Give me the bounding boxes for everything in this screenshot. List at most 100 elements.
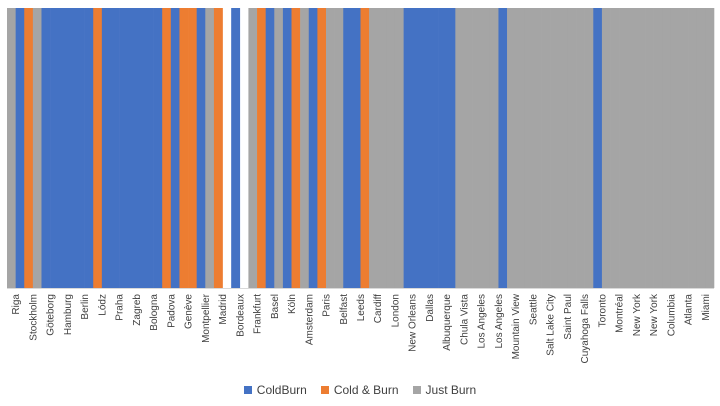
- x-tick-label: Zagreb: [132, 294, 143, 326]
- legend-label-cold-and-burn: Cold & Burn: [333, 383, 399, 397]
- x-tick-label: Madrid: [218, 294, 229, 325]
- bar-segment-just-burn-74: [645, 8, 654, 288]
- bar-segment-coldburn-51: [446, 8, 456, 288]
- bar-segment-coldburn-5: [50, 8, 60, 288]
- bar-segment-just-burn-77: [670, 8, 680, 288]
- bar-segment-just-burn-52: [455, 8, 465, 288]
- bar-segment-coldburn-49: [429, 8, 439, 288]
- bar-segment-cold-burn-24: [213, 8, 223, 288]
- bar-segment-coldburn-1: [15, 8, 25, 288]
- bar-segment-coldburn-22: [196, 8, 206, 288]
- bar-segment-just-burn-53: [463, 8, 473, 288]
- bar-segment-just-burn-64: [558, 8, 568, 288]
- x-tick-label: Lódz: [97, 294, 108, 316]
- bar-segment-just-burn-45: [394, 8, 404, 288]
- bar-segment-just-burn-79: [688, 8, 698, 288]
- bar-segment-coldburn-7: [67, 8, 77, 288]
- bar-segment-just-burn-71: [619, 8, 629, 288]
- bar-segment-coldburn-40: [351, 8, 361, 288]
- bar-segment-just-burn-66: [576, 8, 585, 288]
- legend-item-coldburn: ColdBurn: [243, 383, 307, 397]
- x-tick-label: Cardiff: [373, 294, 384, 323]
- x-tick-label: Cuyahoga Falls: [580, 294, 591, 363]
- x-tick-label: London: [390, 294, 401, 327]
- x-tick-label: Toronto: [597, 294, 608, 328]
- bar-segment-just-burn-44: [386, 8, 396, 288]
- bar-segment-coldburn-4: [41, 8, 51, 288]
- bar-segment-coldburn-8: [75, 8, 85, 288]
- bar-segment-just-burn-54: [472, 8, 482, 288]
- bar-segment-coldburn-48: [420, 8, 430, 288]
- bar-segment-just-burn-61: [532, 8, 542, 288]
- bar-segment-cold-burn-2: [24, 8, 34, 288]
- bar-segment-just-burn-80: [696, 8, 706, 288]
- bar-segment-coldburn-14: [127, 8, 137, 288]
- x-tick-label: Salt Lake City: [546, 294, 557, 356]
- bar-segment-just-burn-28: [248, 8, 258, 288]
- bar-segment-coldburn-46: [403, 8, 413, 288]
- x-tick-label: Los Angeles: [494, 294, 505, 349]
- legend-label-coldburn: ColdBurn: [256, 383, 307, 397]
- x-tick-label: Saint Paul: [563, 294, 574, 340]
- bar-segment-just-burn-81: [705, 8, 715, 288]
- x-tick-label: Amsterdam: [304, 294, 315, 345]
- x-tick-label: Berlin: [80, 294, 91, 320]
- bar-segment-just-burn-0: [7, 8, 16, 288]
- bar-segment-just-burn-62: [541, 8, 551, 288]
- bar-segment-just-burn-59: [515, 8, 525, 288]
- bar-segment-cold-burn-36: [317, 8, 327, 288]
- x-tick-label: Stockholm: [28, 294, 39, 341]
- bar-segment-coldburn-16: [144, 8, 154, 288]
- x-tick-label: Leeds: [356, 294, 367, 321]
- bar-segment-just-burn-43: [377, 8, 387, 288]
- x-tick-label: Basel: [270, 294, 281, 319]
- x-tick-label: New Orleans: [408, 294, 419, 352]
- bar-segment-just-burn-75: [653, 8, 663, 288]
- x-tick-label: Paris: [322, 294, 333, 317]
- x-tick-label: Belfast: [339, 294, 350, 325]
- x-tick-label: Chula Vista: [459, 294, 470, 345]
- bar-segment-just-burn-72: [627, 8, 637, 288]
- bar-segment-coldburn-30: [265, 8, 275, 288]
- bar-segment-just-burn-38: [334, 8, 344, 288]
- x-tick-label: Miami: [701, 294, 712, 321]
- legend-swatch-cold-and-burn: [320, 386, 329, 394]
- bar-segment-just-burn-37: [326, 8, 335, 288]
- bar-segment-cold-burn-21: [188, 8, 197, 288]
- x-tick-label: Riga: [11, 294, 22, 315]
- bar-segment-just-burn-58: [507, 8, 516, 288]
- bar-segment-coldburn-9: [84, 8, 94, 288]
- x-tick-label: Dallas: [425, 294, 436, 322]
- x-tick-label: Praha: [115, 294, 126, 321]
- bar-segment-just-burn-3: [32, 8, 42, 288]
- x-tick-label: Padova: [166, 294, 177, 328]
- bar-segment-coldburn-15: [136, 8, 146, 288]
- x-tick-label: Göteborg: [46, 294, 57, 336]
- x-tick-label: Bologna: [149, 294, 160, 331]
- bar-segment-just-burn-55: [481, 8, 491, 288]
- bar-segment-coldburn-17: [153, 8, 163, 288]
- legend: ColdBurn Cold & Burn Just Burn: [0, 383, 720, 397]
- bar-segment-just-burn-70: [610, 8, 620, 288]
- x-tick-label: Los Angeles: [477, 294, 488, 349]
- x-tick-label: Genève: [184, 294, 195, 329]
- x-tick-label: Atlanta: [684, 294, 695, 326]
- bar-segment-coldburn-12: [110, 8, 120, 288]
- bar-segment-coldburn-32: [282, 8, 292, 288]
- x-tick-label: Köln: [287, 294, 298, 314]
- x-tick-label: Montpellier: [201, 293, 212, 343]
- bar-segment-just-burn-60: [524, 8, 534, 288]
- bar-segment-coldburn-39: [343, 8, 353, 288]
- x-tick-label: Bordeaux: [235, 294, 246, 337]
- bar-segment-cold-burn-29: [257, 8, 266, 288]
- bar-segment-coldburn-50: [438, 8, 448, 288]
- bar-segment-cold-burn-33: [291, 8, 301, 288]
- x-tick-label: Seattle: [528, 294, 539, 326]
- x-tick-label: New York: [649, 293, 660, 336]
- bar-segment-just-burn-56: [489, 8, 499, 288]
- legend-item-cold-and-burn: Cold & Burn: [320, 383, 399, 397]
- legend-item-just-burn: Just Burn: [412, 383, 476, 397]
- bar-segment-just-burn-76: [662, 8, 672, 288]
- bar-segment-coldburn-57: [498, 8, 508, 288]
- x-tick-label: Frankfurt: [253, 294, 264, 334]
